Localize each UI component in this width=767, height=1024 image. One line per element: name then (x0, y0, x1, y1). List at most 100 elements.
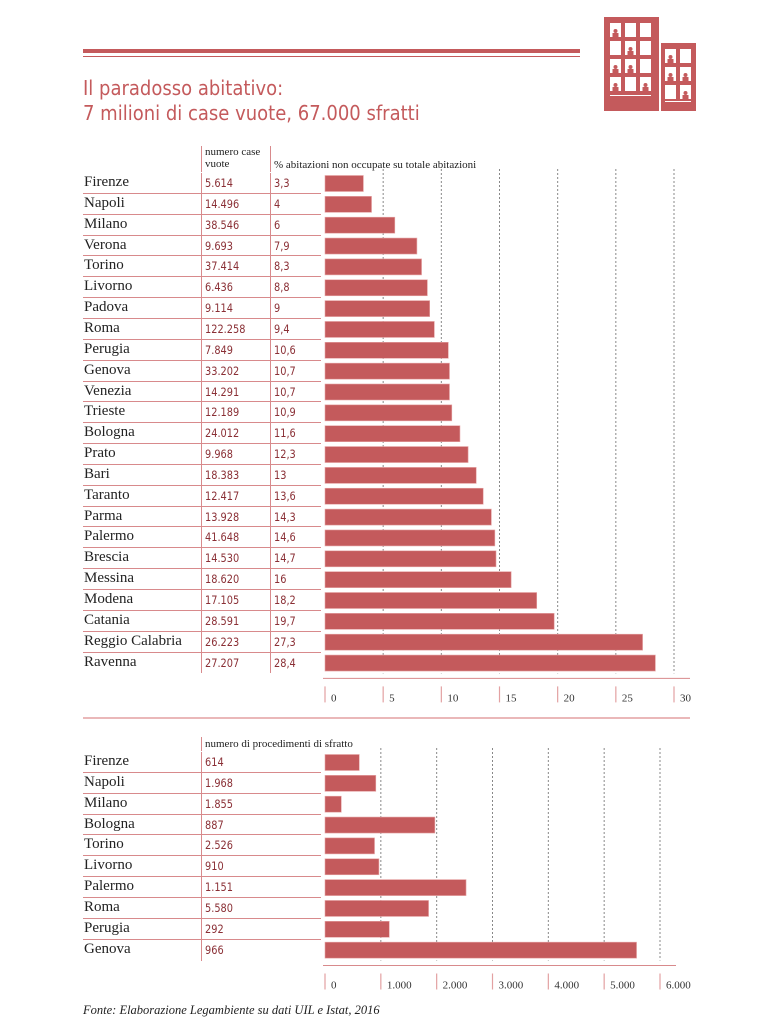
x-tick-label: 10 (447, 692, 459, 704)
eviction-count: 292 (205, 921, 224, 936)
bar (324, 571, 512, 588)
row-label-city: Catania (84, 611, 130, 628)
percent-value: 13 (274, 467, 287, 482)
eviction-count: 910 (205, 859, 224, 874)
bar (324, 279, 428, 297)
percent-value: 14,3 (274, 509, 296, 524)
bar (324, 237, 418, 255)
row-separator (83, 917, 321, 919)
row-separator (83, 213, 321, 215)
percent-value: 14,6 (274, 530, 296, 545)
row-separator (83, 484, 321, 486)
count-column-header: numero case vuote (205, 146, 261, 170)
row-separator (83, 589, 321, 590)
empty-homes-count: 14.496 (205, 196, 240, 211)
row-separator (83, 276, 321, 278)
row-label-city: Roma (84, 319, 120, 336)
percent-value: 10,7 (274, 384, 296, 399)
row-separator (83, 380, 321, 382)
percent-value: 27,3 (274, 634, 296, 649)
row-label-city: Bologna (84, 424, 135, 441)
empty-homes-count: 33.202 (205, 363, 240, 378)
eviction-count: 1.968 (205, 775, 233, 790)
percent-value: 11,6 (274, 426, 296, 441)
row-separator (83, 568, 321, 570)
row-label-city: Livorno (84, 278, 133, 295)
row-label-city: Milano (84, 215, 128, 232)
source-footnote: Fonte: Elaborazione Legambiente su dati … (83, 1003, 380, 1017)
title-line-1: Il paradosso abitativo: (83, 76, 284, 100)
eviction-count: 887 (205, 817, 224, 832)
bar (324, 795, 342, 813)
header-divider (201, 737, 202, 751)
x-tick-label: 15 (506, 692, 518, 704)
row-separator (83, 896, 321, 898)
row-label-city: Bari (84, 465, 110, 482)
bar (324, 592, 538, 609)
percent-value: 9,4 (274, 321, 290, 336)
eviction-count: 1.151 (205, 880, 233, 895)
row-separator (83, 651, 321, 653)
row-separator (83, 792, 321, 794)
row-label-city: Roma (84, 898, 120, 915)
row-separator (83, 876, 321, 878)
row-label-city: Firenze (84, 174, 129, 190)
percent-value: 6 (274, 217, 281, 232)
bar (324, 858, 380, 876)
row-separator (83, 630, 321, 632)
percent-value: 8,8 (274, 280, 290, 295)
percent-value: 12,3 (274, 447, 296, 462)
empty-homes-count: 38.546 (205, 217, 240, 232)
empty-homes-count: 41.648 (205, 530, 240, 545)
empty-homes-count: 12.189 (205, 405, 240, 420)
header-divider (201, 146, 202, 172)
count-column-header: numero di procedimenti di sfratto (205, 738, 353, 750)
empty-homes-count: 24.012 (205, 426, 240, 441)
empty-homes-count: 37.414 (205, 259, 240, 274)
empty-homes-count: 6.436 (205, 280, 233, 295)
row-separator (83, 547, 321, 549)
x-tick-label: 5 (389, 692, 395, 704)
bar (324, 258, 422, 276)
bar (324, 775, 377, 792)
row-label-city: Prato (84, 445, 116, 462)
title-line-2: 7 milioni di case vuote, 67.000 sfratti (83, 101, 420, 125)
row-label-city: Firenze (84, 753, 129, 769)
x-tick-label: 25 (622, 692, 634, 704)
row-separator (83, 855, 321, 857)
empty-homes-count: 9.968 (205, 447, 233, 462)
empty-homes-count: 5.614 (205, 176, 233, 190)
empty-homes-count: 9.114 (205, 301, 233, 316)
x-tick-label: 4.000 (554, 980, 579, 992)
row-label-city: Parma (84, 507, 123, 524)
bar (324, 754, 360, 771)
page-title: Il paradosso abitativo: 7 milioni di cas… (83, 76, 420, 126)
row-separator (83, 192, 321, 194)
bar (324, 508, 492, 526)
bar (324, 362, 450, 380)
empty-homes-count: 9.693 (205, 238, 233, 253)
row-separator (83, 526, 321, 528)
bar (324, 816, 436, 834)
x-tick-label: 6.000 (666, 980, 691, 992)
x-tick-label: 1.000 (387, 980, 412, 992)
row-label-city: Perugia (84, 340, 130, 357)
x-tick-label: 3.000 (499, 980, 524, 992)
row-separator (83, 938, 321, 940)
column-divider (201, 173, 202, 674)
column-divider (270, 173, 271, 674)
row-label-city: Napoli (84, 773, 125, 790)
row-label-city: Messina (84, 570, 134, 587)
empty-homes-count: 26.223 (205, 634, 240, 649)
empty-homes-count: 27.207 (205, 655, 240, 670)
bar (324, 529, 496, 547)
percent-value: 9 (274, 301, 281, 316)
bar (324, 341, 449, 359)
row-separator (83, 422, 321, 424)
row-label-city: Taranto (84, 486, 130, 503)
bar (324, 175, 364, 192)
empty-homes-count: 7.849 (205, 342, 233, 357)
percent-value: 8,3 (274, 259, 290, 274)
row-label-city: Livorno (84, 857, 133, 874)
bar (324, 321, 435, 338)
